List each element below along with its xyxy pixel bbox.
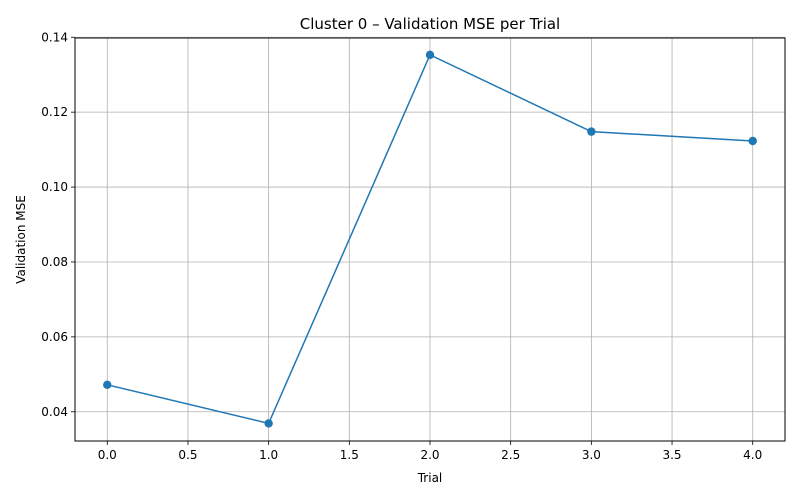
x-tick-label: 4.0: [743, 448, 762, 462]
y-tick-label: 0.10: [41, 180, 68, 194]
x-tick-label: 3.5: [662, 448, 681, 462]
data-point: [103, 380, 112, 390]
grid-layer: [75, 36, 785, 441]
x-tick-label: 0.0: [98, 448, 117, 462]
data-point: [748, 136, 757, 146]
chart-title: Cluster 0 – Validation MSE per Trial: [300, 15, 560, 33]
data-point: [425, 50, 435, 60]
y-tick-label: 0.06: [41, 330, 68, 344]
x-tick-label: 1.0: [259, 448, 278, 462]
x-tick-label: 3.0: [582, 448, 601, 462]
x-axis-ticks: 0.0 0.5 1.0 1.5 2.0 2.5 3.0 3.5 4.0: [98, 441, 762, 462]
y-tick-label: 0.08: [41, 255, 68, 269]
y-tick-label: 0.14: [41, 30, 68, 44]
y-tick-label: 0.12: [41, 105, 68, 119]
y-axis-ticks: 0.04 0.06 0.08 0.10 0.12 0.14: [41, 30, 75, 419]
x-tick-label: 0.5: [178, 448, 197, 462]
data-point: [587, 127, 596, 136]
series-layer: [103, 50, 757, 428]
x-axis-label: Trial: [417, 471, 443, 485]
x-tick-label: 1.5: [340, 448, 359, 462]
y-axis-label: Validation MSE: [14, 195, 28, 284]
x-tick-label: 2.5: [501, 448, 520, 462]
y-tick-label: 0.04: [41, 405, 68, 419]
data-point: [264, 419, 273, 428]
x-tick-label: 2.0: [420, 448, 439, 462]
